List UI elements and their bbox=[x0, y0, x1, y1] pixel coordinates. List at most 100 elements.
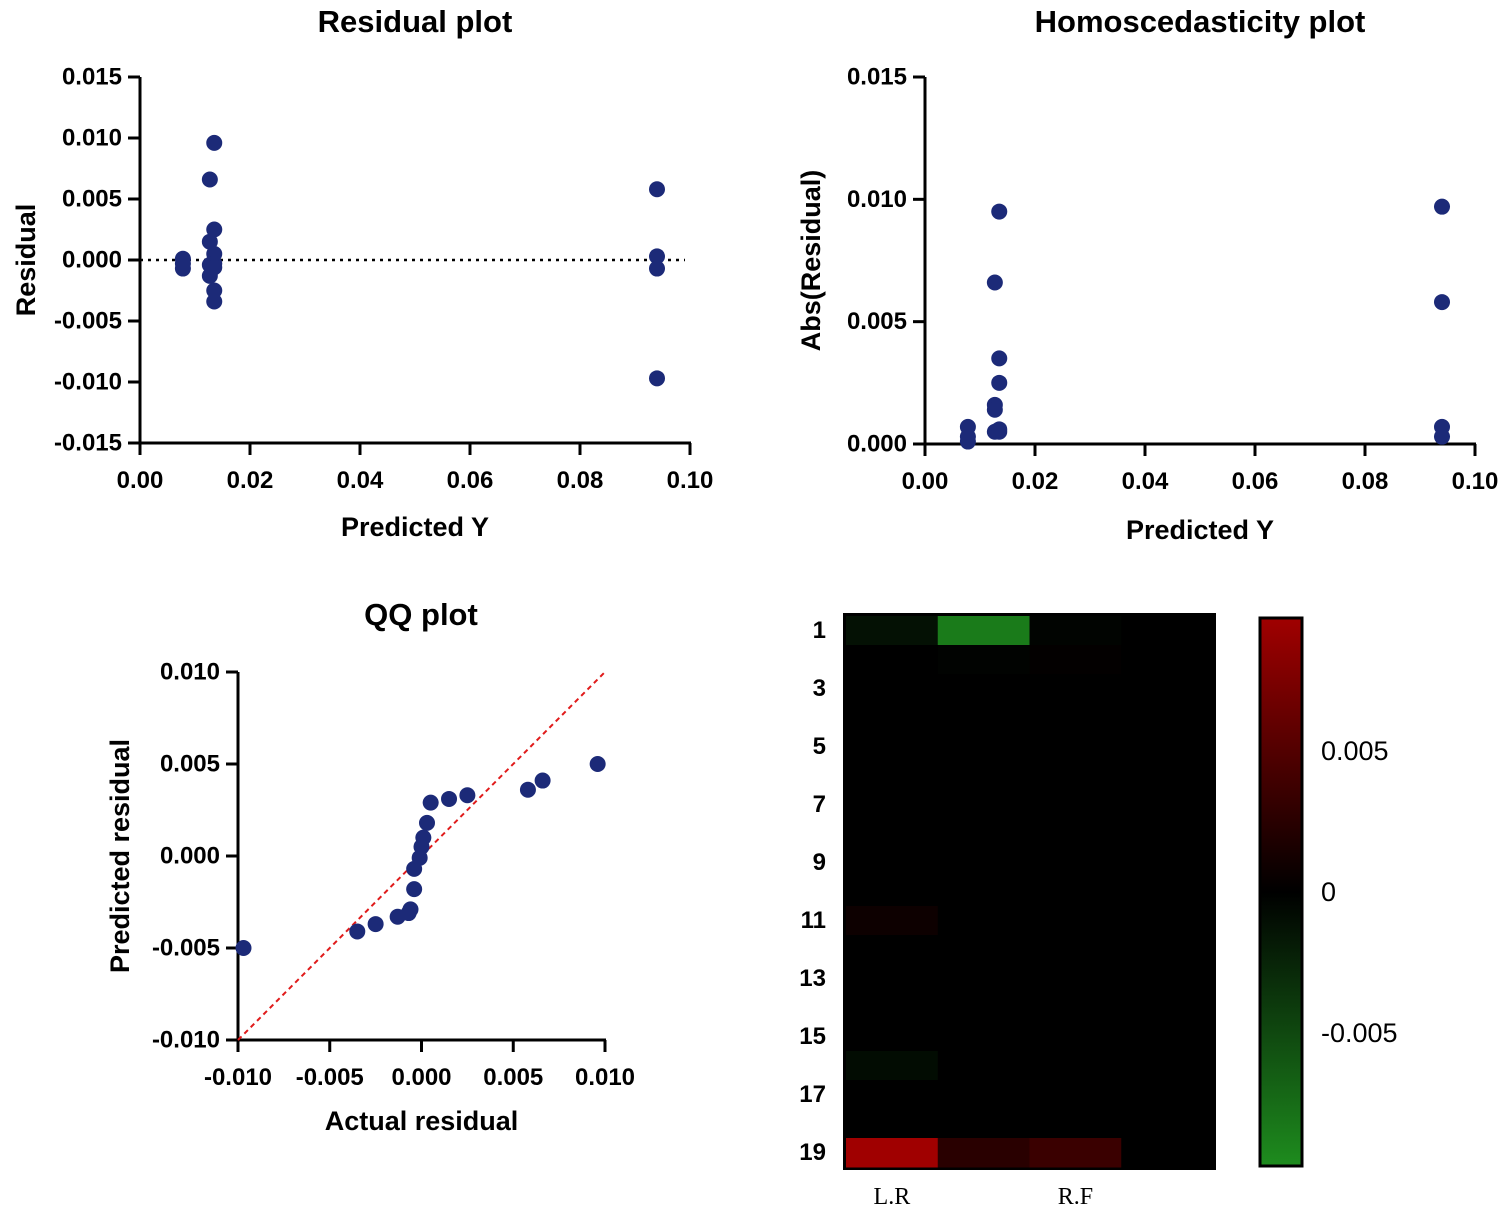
heatmap-cell bbox=[1029, 964, 1122, 994]
data-point bbox=[402, 901, 419, 918]
heatmap-row-label: 13 bbox=[799, 965, 826, 992]
heatmap-cell bbox=[937, 761, 1030, 791]
heatmap-cell bbox=[846, 935, 939, 965]
heatmap-cell bbox=[1121, 848, 1214, 878]
heatmap-cell bbox=[937, 790, 1030, 820]
x-tick-label: 0.10 bbox=[1452, 468, 1499, 495]
x-tick-label: 0.010 bbox=[575, 1064, 635, 1091]
heatmap-cell bbox=[1121, 964, 1214, 994]
data-point bbox=[419, 814, 436, 831]
heatmap-cell bbox=[1029, 993, 1122, 1023]
heatmap-cell bbox=[1029, 848, 1122, 878]
heatmap-cell bbox=[1029, 1109, 1122, 1139]
heatmap-cell bbox=[846, 761, 939, 791]
y-tick-label: -0.010 bbox=[152, 1027, 220, 1054]
heatmap-cell bbox=[937, 616, 1030, 646]
data-point bbox=[422, 794, 439, 811]
x-axis-label: Predicted Y bbox=[341, 512, 489, 542]
x-tick-label: 0.06 bbox=[1232, 468, 1279, 495]
heatmap-cell bbox=[1121, 935, 1214, 965]
x-tick-label: 0.00 bbox=[902, 468, 949, 495]
heatmap-cell bbox=[1121, 1109, 1214, 1139]
heatmap-cell bbox=[937, 1138, 1030, 1168]
data-point bbox=[174, 260, 191, 277]
heatmap-cell bbox=[937, 964, 1030, 994]
heatmap-cell bbox=[1121, 1080, 1214, 1110]
heatmap-cell bbox=[1029, 761, 1122, 791]
heatmap-cell bbox=[1121, 645, 1214, 675]
heatmap-cell bbox=[846, 819, 939, 849]
data-point bbox=[991, 423, 1008, 440]
heatmap-cell bbox=[1121, 674, 1214, 704]
heatmap-cell bbox=[846, 703, 939, 733]
heatmap-cell bbox=[1029, 819, 1122, 849]
data-point bbox=[367, 916, 384, 933]
heatmap-cell bbox=[1121, 703, 1214, 733]
data-point bbox=[235, 940, 252, 956]
y-tick-label: -0.005 bbox=[152, 935, 220, 962]
heatmap-cell bbox=[1121, 993, 1214, 1023]
heatmap-cell bbox=[1121, 1138, 1214, 1168]
x-tick-label: -0.010 bbox=[204, 1064, 272, 1091]
heatmap-cell bbox=[846, 1138, 939, 1168]
x-tick-label: 0.08 bbox=[557, 467, 604, 494]
data-point bbox=[206, 293, 223, 310]
heatmap-cell bbox=[846, 848, 939, 878]
chart-title: Homoscedasticity plot bbox=[1035, 4, 1366, 39]
heatmap-cell bbox=[937, 848, 1030, 878]
heatmap-cell bbox=[937, 993, 1030, 1023]
heatmap-row-label: 9 bbox=[813, 849, 826, 876]
heatmap-cell bbox=[1029, 674, 1122, 704]
heatmap-cell bbox=[1029, 906, 1122, 936]
y-tick-label: -0.015 bbox=[54, 430, 122, 457]
data-point bbox=[589, 756, 606, 772]
heatmap-cell bbox=[1121, 761, 1214, 791]
heatmap-cell bbox=[1121, 819, 1214, 849]
y-tick-label: 0.000 bbox=[847, 431, 907, 458]
heatmap-cell bbox=[1029, 1022, 1122, 1052]
data-point bbox=[1434, 428, 1450, 445]
x-tick-label: 0.08 bbox=[1342, 468, 1389, 495]
chart-qq: QQ plot Actual residual Predicted residual… bbox=[105, 597, 635, 1136]
x-tick-label: 0.00 bbox=[117, 467, 164, 494]
heatmap-cell bbox=[846, 1080, 939, 1110]
heatmap-cell bbox=[846, 674, 939, 704]
heatmap-cell bbox=[1029, 877, 1122, 907]
heatmap-cell bbox=[1029, 703, 1122, 733]
y-tick-label: 0.015 bbox=[847, 64, 907, 91]
heatmap-cell bbox=[1029, 1080, 1122, 1110]
heatmap-cell bbox=[1029, 1138, 1122, 1168]
heatmap-cell bbox=[846, 993, 939, 1023]
heatmap-row-label: 15 bbox=[799, 1023, 826, 1050]
y-tick-label: 0.000 bbox=[160, 843, 220, 870]
y-axis-label: Abs(Residual) bbox=[796, 170, 826, 352]
x-axis-label: Predicted Y bbox=[1126, 515, 1274, 545]
heatmap-cell bbox=[937, 877, 1030, 907]
data-point bbox=[649, 370, 665, 387]
heatmap-cell bbox=[937, 645, 1030, 675]
x-tick-label: 0.005 bbox=[483, 1064, 543, 1091]
x-axis-label: Actual residual bbox=[325, 1106, 519, 1136]
heatmap-cell bbox=[937, 906, 1030, 936]
heatmap-cell bbox=[846, 964, 939, 994]
heatmap-cell bbox=[846, 1109, 939, 1139]
data-point bbox=[959, 433, 976, 450]
heatmap-row-label: 7 bbox=[813, 791, 826, 818]
heatmap-cell bbox=[1029, 732, 1122, 762]
heatmap-cell bbox=[1121, 732, 1214, 762]
heatmap-cell bbox=[937, 1051, 1030, 1081]
data-point bbox=[649, 248, 665, 265]
heatmap-row-label: 17 bbox=[799, 1081, 826, 1108]
data-point bbox=[519, 781, 536, 798]
colorbar-tick-label: 0.005 bbox=[1321, 736, 1389, 766]
data-point bbox=[534, 772, 551, 789]
heatmap-cell bbox=[846, 906, 939, 936]
heatmap-cell bbox=[846, 1051, 939, 1081]
heatmap-cell bbox=[1121, 877, 1214, 907]
y-tick-label: 0.010 bbox=[160, 659, 220, 686]
y-tick-label: 0.000 bbox=[62, 247, 122, 274]
x-tick-label: 0.02 bbox=[227, 467, 274, 494]
data-point bbox=[349, 923, 366, 940]
heatmap-cell bbox=[1121, 790, 1214, 820]
data-point bbox=[406, 881, 423, 898]
